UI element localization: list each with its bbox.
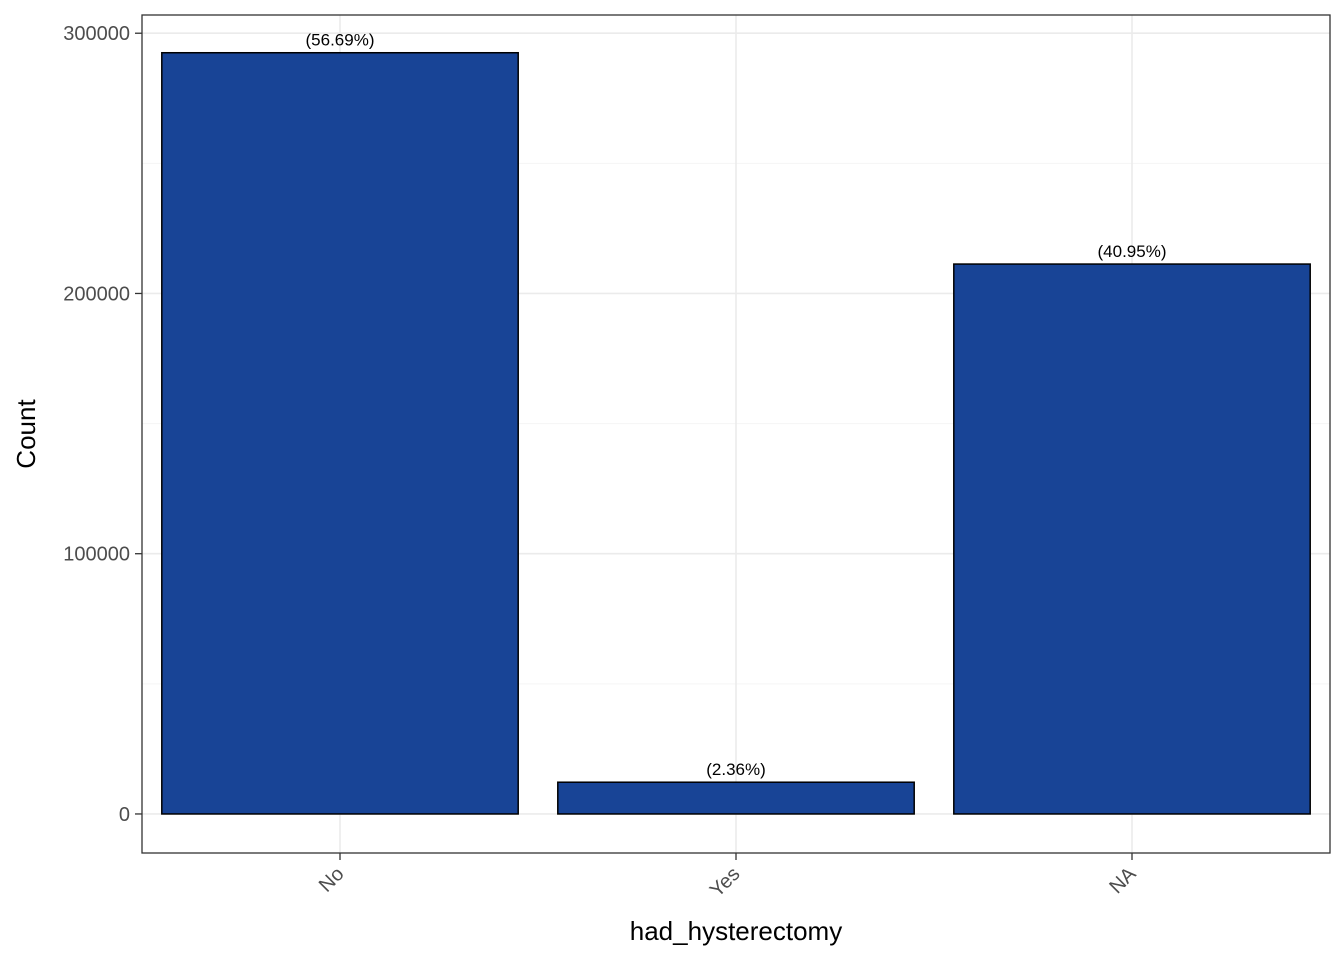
y-tick-label: 300000 <box>63 23 130 45</box>
x-tick-label-no: No <box>315 863 349 897</box>
x-axis: No Yes NA <box>315 853 1141 902</box>
y-tick-label: 200000 <box>63 283 130 305</box>
x-tick-label-yes: Yes <box>706 863 745 902</box>
bar-na <box>953 263 1311 815</box>
y-tick-label: 0 <box>119 804 130 826</box>
y-axis: 0 100000 200000 300000 <box>63 23 142 826</box>
bar-yes <box>557 781 915 815</box>
bar-no <box>161 51 519 815</box>
x-tick-label-na: NA <box>1105 863 1141 899</box>
bars <box>161 51 1311 815</box>
x-axis-title: had_hysterectomy <box>630 916 842 946</box>
bar-label-yes: (2.36%) <box>706 760 766 779</box>
bar-label-no: (56.69%) <box>306 31 375 50</box>
y-tick-label: 100000 <box>63 544 130 566</box>
y-axis-title: Count <box>11 399 41 469</box>
bar-labels: (56.69%) (2.36%) (40.95%) <box>306 31 1167 779</box>
bar-label-na: (40.95%) <box>1098 242 1167 261</box>
